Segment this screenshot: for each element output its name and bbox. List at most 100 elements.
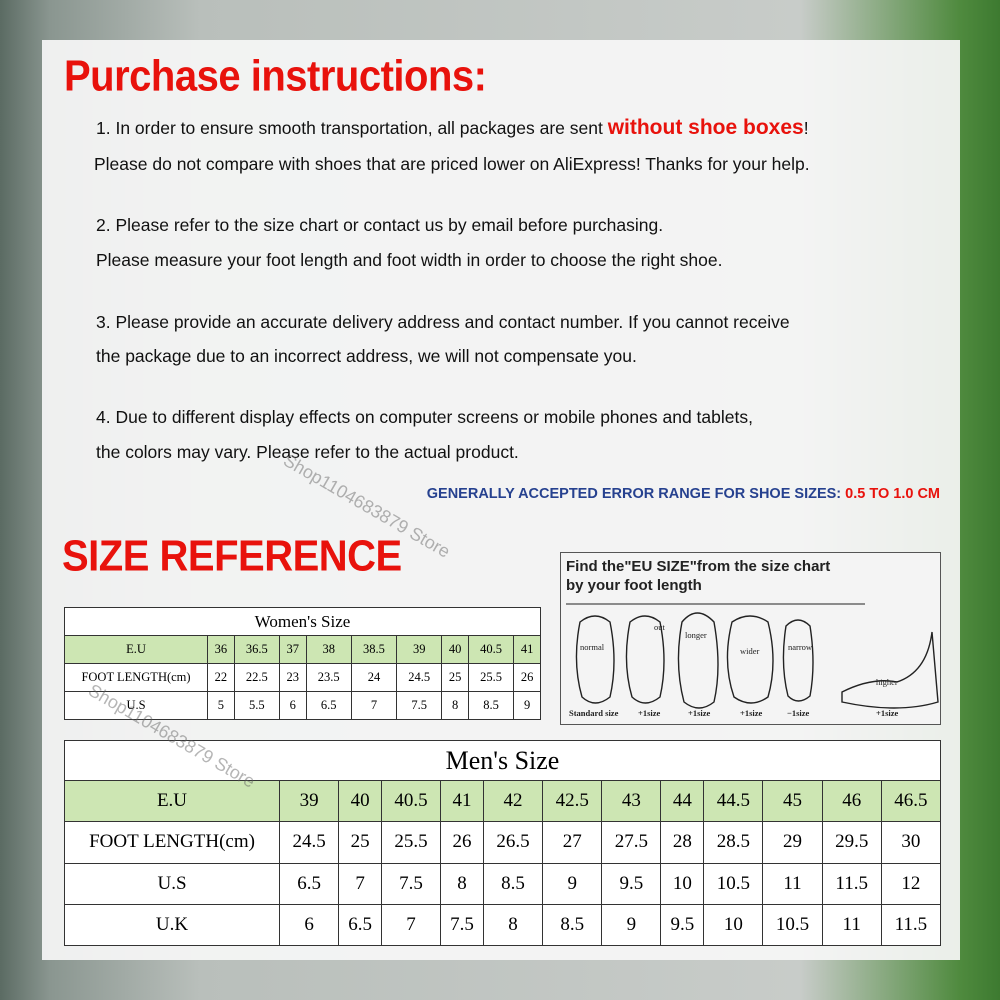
- foot-caption: Standard size: [569, 708, 619, 718]
- table-cell: 23: [278, 663, 307, 692]
- table-cell: 45: [762, 780, 823, 823]
- foot-label: narrow: [788, 642, 813, 652]
- row-label: E.U: [64, 780, 280, 823]
- table-cell: 46: [821, 780, 882, 823]
- foot-label: longer: [685, 630, 707, 640]
- instruction-text: 1. In order to ensure smooth transportat…: [96, 118, 608, 138]
- table-cell: 24.5: [278, 821, 340, 864]
- table-cell: 28: [660, 821, 705, 864]
- table-cell: 12: [880, 862, 942, 905]
- table-cell: 10: [660, 862, 705, 905]
- table-cell: 23.5: [305, 663, 352, 692]
- table-cell: 9.5: [660, 903, 705, 947]
- table-cell: 8.5: [467, 691, 515, 720]
- table-cell: 7: [350, 691, 398, 720]
- foot-guide: Find the"EU SIZE"from the size chart by y…: [560, 552, 941, 725]
- table-cell: 7: [338, 862, 382, 905]
- table-cell: 39: [278, 780, 340, 823]
- table-row: FOOT LENGTH(cm) 24.5 25 25.5 26 26.5 27 27.5 28 2…: [64, 821, 942, 864]
- table-cell: 9: [513, 691, 541, 720]
- table-cell: 40: [441, 635, 469, 664]
- table-cell: 11: [821, 903, 882, 947]
- error-range: GENERALLY ACCEPTED ERROR RANGE FOR SHOE …: [427, 486, 940, 502]
- table-cell: 8: [482, 903, 544, 947]
- instruction-line: the colors may vary. Please refer to the…: [96, 442, 519, 463]
- table-cell: 6.5: [338, 903, 382, 947]
- foot-caption: +1size: [740, 708, 763, 718]
- table-cell: 10: [703, 903, 764, 947]
- table-cell: 36.5: [233, 635, 280, 664]
- table-cell: 5: [207, 691, 235, 720]
- table-cell: 8: [441, 691, 469, 720]
- table-cell: 40.5: [467, 635, 515, 664]
- table-title: Men's Size: [64, 739, 941, 782]
- row-label: U.S: [64, 691, 208, 720]
- instruction-line: 1. In order to ensure smooth transportat…: [96, 116, 809, 140]
- table-title: Women's Size: [64, 607, 541, 636]
- womens-table: Women's Size E.U 36 36.5 37 38 38.5 39 40 40.5 41 F…: [64, 607, 541, 720]
- table-cell: 43: [601, 780, 662, 823]
- table-cell: 27: [542, 821, 603, 864]
- guide-box: [560, 552, 941, 725]
- table-row: U.K 6 6.5 7 7.5 8 8.5 9 9.5 10 10.5 11 11.5: [64, 903, 942, 947]
- foot-outlines: [575, 612, 939, 709]
- table-cell: 25.5: [380, 821, 442, 864]
- table-cell: 40: [338, 780, 382, 823]
- instruction-text: Please do not compare with shoes that ar…: [94, 154, 810, 174]
- table-cell: 7.5: [440, 903, 484, 947]
- table-cell: 24.5: [396, 663, 443, 692]
- table-cell: 7.5: [380, 862, 442, 905]
- table-cell: 38.5: [350, 635, 398, 664]
- table-row: FOOT LENGTH(cm) 22 22.5 23 23.5 24 24.5 25 25.5 2…: [64, 663, 541, 692]
- foot-label: higher: [876, 677, 898, 687]
- table-cell: 10.5: [703, 862, 764, 905]
- table-cell: 27.5: [601, 821, 662, 864]
- error-value: 0.5 TO 1.0 CM: [845, 486, 940, 502]
- table-cell: 39: [396, 635, 443, 664]
- instruction-text: 4. Due to different display effects on c…: [96, 407, 753, 427]
- foot-caption: +1size: [876, 708, 899, 718]
- foot-label: normal: [580, 642, 605, 652]
- table-cell: 10.5: [762, 903, 823, 947]
- table-cell: 37: [278, 635, 307, 664]
- table-cell: 46.5: [880, 780, 942, 823]
- table-cell: 11: [762, 862, 823, 905]
- instruction-line: 4. Due to different display effects on c…: [96, 407, 753, 428]
- table-cell: 22.5: [233, 663, 280, 692]
- table-cell: 7.5: [396, 691, 443, 720]
- table-cell: 5.5: [233, 691, 280, 720]
- table-cell: 6: [278, 903, 340, 947]
- instruction-text: the colors may vary. Please refer to the…: [96, 442, 519, 462]
- instruction-line: 2. Please refer to the size chart or con…: [96, 215, 663, 236]
- row-label: E.U: [64, 635, 208, 664]
- title-row: Men's Size: [64, 739, 941, 782]
- table-cell: 24: [350, 663, 398, 692]
- table-cell: 42.5: [542, 780, 603, 823]
- instruction-text: the package due to an incorrect address,…: [96, 346, 637, 366]
- table-cell: 8: [440, 862, 484, 905]
- table-cell: 29.5: [821, 821, 882, 864]
- table-cell: 38: [305, 635, 352, 664]
- mens-table: Men's Size E.U 39 40 40.5 41 42 42.5 43 44 44.5 45 4…: [64, 739, 942, 947]
- table-cell: 26.5: [482, 821, 544, 864]
- row-label: FOOT LENGTH(cm): [64, 821, 280, 864]
- table-cell: 26: [513, 663, 541, 692]
- instruction-line: Please do not compare with shoes that ar…: [94, 154, 810, 175]
- table-cell: 36: [207, 635, 235, 664]
- title-row: Women's Size: [64, 607, 541, 636]
- table-cell: 40.5: [380, 780, 442, 823]
- table-cell: 44.5: [703, 780, 764, 823]
- table-cell: 41: [440, 780, 484, 823]
- foot-label: out: [654, 622, 666, 632]
- table-cell: 44: [660, 780, 705, 823]
- table-cell: 26: [440, 821, 484, 864]
- title: Purchase instructions:: [64, 52, 487, 101]
- table-cell: 9.5: [601, 862, 662, 905]
- table-cell: 25: [338, 821, 382, 864]
- instruction-text: !: [803, 118, 809, 138]
- table-cell: 30: [880, 821, 942, 864]
- table-row: E.U 39 40 40.5 41 42 42.5 43 44 44.5 45 46 46.5: [64, 780, 942, 823]
- instruction-line: the package due to an incorrect address,…: [96, 346, 637, 367]
- table-cell: 28.5: [703, 821, 764, 864]
